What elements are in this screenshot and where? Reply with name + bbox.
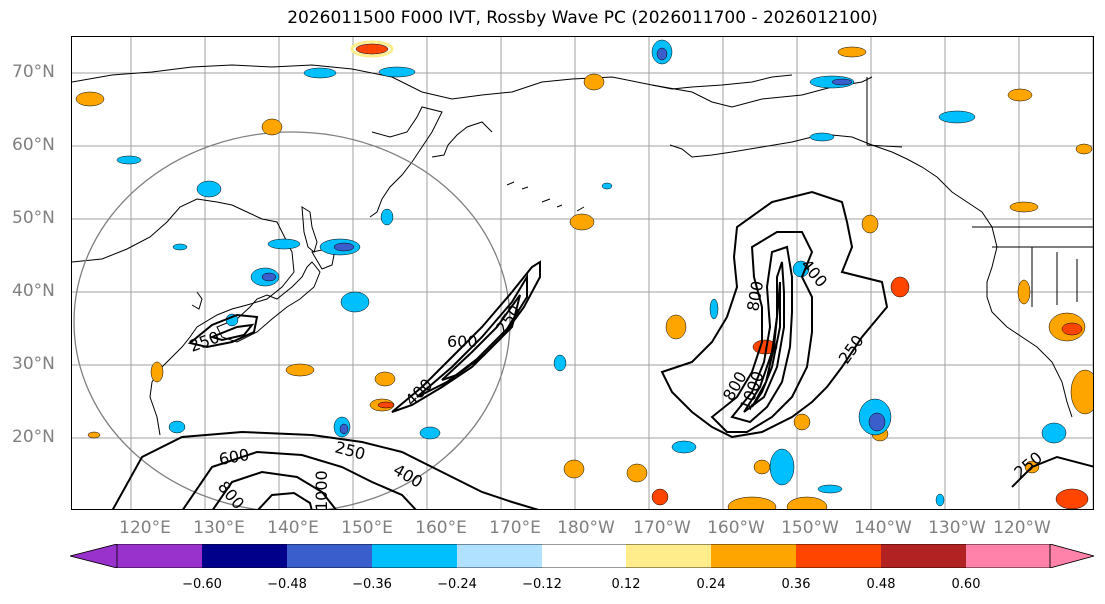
contour-label-400-south: 400 [390,460,426,492]
map-canvas: 250 600 250 400 250 600 800 400 1000 400… [72,37,1093,510]
lat-label-70n: 70°N [12,62,55,82]
negative-anomalies [116,39,1067,507]
contour-label-400-mid: 400 [401,375,436,410]
colorbar-over-triangle [1049,544,1095,568]
lon-label-170e: 170°E [489,518,541,538]
lat-label-40n: 40°N [12,281,55,301]
colorbar-bin-11 [966,544,1050,568]
colorbar-bin-6 [542,544,626,568]
positive-anomalies [75,40,1093,509]
contour-label-250-japan: 250 [187,327,222,355]
colorbar-bin-9 [796,544,881,568]
colorbar-under-triangle [70,544,118,568]
colorbar-bin-8 [711,544,796,568]
contour-label-400-east: 400 [797,255,831,291]
colorbar-bin-3 [287,544,372,568]
colorbar-tick-neg036: −0.36 [352,577,392,592]
contour-label-800-south: 800 [214,477,248,510]
projection-circle [73,131,511,509]
colorbar-bin-1 [117,544,202,568]
colorbar-bin-2 [202,544,287,568]
lon-label-170w: 170°W [633,518,691,538]
colorbar [70,544,1095,568]
coastlines [72,64,1093,436]
gridlines [72,37,1093,509]
map-title: 2026011500 F000 IVT, Rossby Wave PC (202… [287,8,878,28]
lon-label-160e: 160°E [415,518,467,538]
contour-label-800-east: 800 [743,279,767,312]
colorbar-tick-neg012: −0.12 [522,577,562,592]
lat-label-50n: 50°N [12,208,55,228]
colorbar-tick-neg048: −0.48 [267,577,307,592]
colorbar-bin-5 [457,544,542,568]
lon-label-120w: 120°W [993,518,1051,538]
lon-label-180w: 180°W [557,518,615,538]
colorbar-bin-4 [372,544,457,568]
ivt-contours [111,190,1093,509]
contour-label-250-southeast: 250 [1010,448,1046,482]
lon-label-160w: 160°W [707,518,765,538]
colorbar-tick-pos024: 0.24 [696,577,726,592]
lon-label-120e: 120°E [119,518,171,538]
lat-label-30n: 30°N [12,354,55,374]
contour-label-1000-south: 1000 [312,470,331,510]
lon-label-140e: 140°E [267,518,319,538]
lon-label-150e: 150°E [341,518,393,538]
contour-labels: 250 600 250 400 250 600 800 400 1000 400… [187,255,1046,510]
colorbar-tick-pos060: 0.60 [951,577,981,592]
colorbar-bin-7 [626,544,711,568]
contour-label-600-mid: 600 [447,332,478,351]
colorbar-tick-pos048: 0.48 [866,577,896,592]
colorbar-bin-10 [881,544,966,568]
lon-label-150w: 150°W [781,518,839,538]
lat-label-20n: 20°N [12,427,55,447]
lon-label-140w: 140°W [854,518,912,538]
colorbar-tick-neg060: −0.60 [182,577,222,592]
lat-label-60n: 60°N [12,135,55,155]
colorbar-tick-neg024: −0.24 [437,577,477,592]
contour-label-600-south: 600 [217,445,250,469]
lon-label-130e: 130°E [193,518,245,538]
colorbar-tick-pos012: 0.12 [611,577,641,592]
lon-label-130w: 130°W [928,518,986,538]
map-panel: 250 600 250 400 250 600 800 400 1000 400… [71,36,1094,510]
colorbar-tick-pos036: 0.36 [781,577,811,592]
